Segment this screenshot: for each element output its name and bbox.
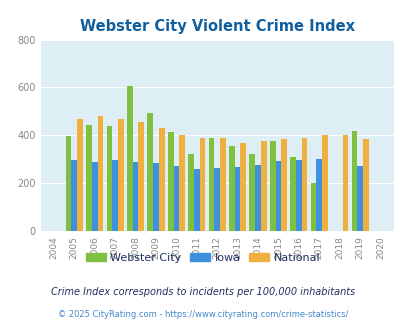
Bar <box>112 160 118 231</box>
Bar <box>77 118 83 231</box>
Bar <box>92 162 97 231</box>
Bar <box>167 132 173 231</box>
Bar <box>269 141 275 231</box>
Bar <box>240 143 245 231</box>
Bar <box>249 154 255 231</box>
Bar <box>255 165 260 231</box>
Bar <box>199 138 205 231</box>
Bar <box>147 113 153 231</box>
Bar <box>106 126 112 231</box>
Text: Crime Index corresponds to incidents per 100,000 inhabitants: Crime Index corresponds to incidents per… <box>51 287 354 297</box>
Bar <box>188 154 194 231</box>
Bar <box>315 159 321 231</box>
Bar <box>228 146 234 231</box>
Bar <box>66 137 71 231</box>
Bar <box>356 166 362 231</box>
Bar <box>281 139 286 231</box>
Bar <box>118 118 124 231</box>
Bar <box>179 135 185 231</box>
Bar <box>208 138 214 231</box>
Bar <box>71 160 77 231</box>
Bar <box>290 157 295 231</box>
Legend: Webster City, Iowa, National: Webster City, Iowa, National <box>81 248 324 267</box>
Bar <box>138 122 144 231</box>
Title: Webster City Violent Crime Index: Webster City Violent Crime Index <box>79 19 354 34</box>
Bar <box>310 183 315 231</box>
Bar <box>132 162 138 231</box>
Bar <box>362 139 368 231</box>
Bar <box>194 169 199 231</box>
Bar <box>153 163 158 231</box>
Bar <box>321 135 327 231</box>
Bar <box>295 160 301 231</box>
Bar <box>173 166 179 231</box>
Bar <box>158 128 164 231</box>
Bar <box>214 168 220 231</box>
Bar <box>97 116 103 231</box>
Bar <box>127 85 132 231</box>
Bar <box>234 167 240 231</box>
Bar <box>86 124 92 231</box>
Bar <box>220 138 225 231</box>
Bar <box>260 141 266 231</box>
Bar <box>342 135 347 231</box>
Bar <box>301 138 307 231</box>
Bar <box>351 131 356 231</box>
Text: © 2025 CityRating.com - https://www.cityrating.com/crime-statistics/: © 2025 CityRating.com - https://www.city… <box>58 310 347 319</box>
Bar <box>275 161 281 231</box>
